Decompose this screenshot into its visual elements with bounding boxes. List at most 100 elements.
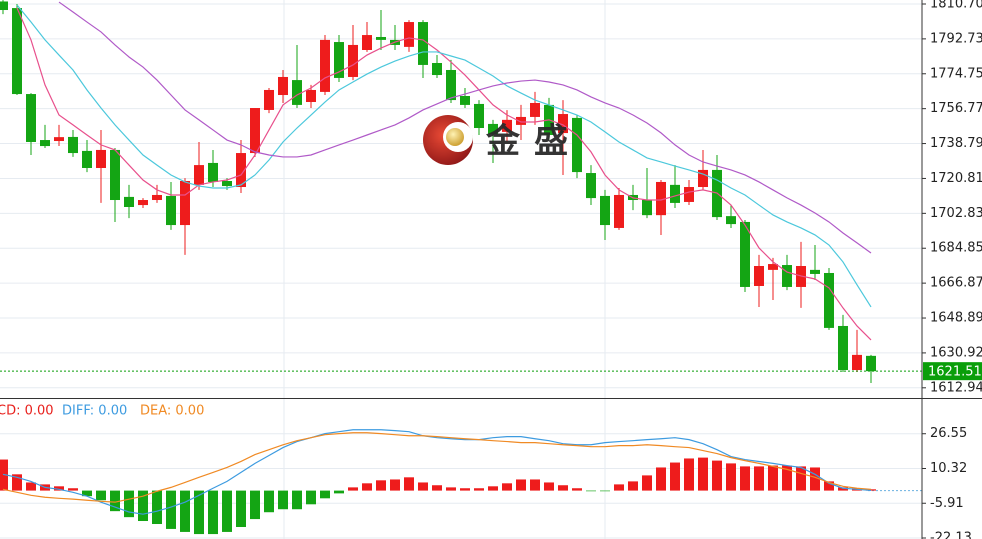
- y-tick-label: 1792.73: [930, 31, 982, 46]
- macd-bar: [782, 465, 792, 491]
- candle-body: [558, 114, 568, 134]
- candle-body: [838, 325, 848, 371]
- candle-body: [348, 44, 358, 77]
- candle-body: [656, 181, 666, 216]
- macd-bar: [586, 490, 596, 492]
- candle-body: [782, 265, 792, 287]
- y-tick-label: 1720.81: [930, 171, 982, 186]
- candle-body: [110, 149, 120, 201]
- candle-body: [68, 136, 78, 154]
- candle-body: [488, 123, 498, 135]
- macd-bar: [810, 467, 820, 491]
- candle-body: [810, 269, 820, 274]
- macd-bar: [250, 490, 260, 520]
- candle-body: [334, 42, 344, 78]
- candle-body: [698, 169, 708, 188]
- macd-bar: [558, 485, 568, 491]
- macd-bar: [166, 490, 176, 529]
- candle-body: [264, 89, 274, 110]
- macd-line: [2, 432, 872, 503]
- y-tick-label: 10.32: [930, 461, 967, 476]
- candle-body: [824, 272, 834, 328]
- candle-body: [600, 195, 610, 226]
- macd-bar: [446, 487, 456, 491]
- macd-bar: [376, 480, 386, 491]
- y-tick-label: -5.91: [930, 496, 964, 511]
- macd-bar: [768, 465, 778, 491]
- macd-bar: [796, 466, 806, 491]
- candle-body: [292, 80, 302, 105]
- macd-bar: [474, 488, 484, 491]
- macd-bar: [432, 485, 442, 491]
- candle-body: [54, 137, 64, 142]
- macd-bar: [642, 475, 652, 491]
- candle-body: [670, 184, 680, 203]
- candle-body: [740, 221, 750, 287]
- candle-body: [642, 200, 652, 216]
- legend-entry: DEA: 0.00: [140, 404, 204, 419]
- macd-bar: [96, 490, 106, 501]
- macd-bar: [544, 482, 554, 491]
- macd-bar: [754, 466, 764, 491]
- macd-bar: [194, 490, 204, 535]
- macd-bar: [292, 490, 302, 510]
- macd-bar: [502, 483, 512, 491]
- candle-body: [0, 1, 8, 11]
- candle-body: [166, 195, 176, 226]
- watermark: 金盛: [423, 115, 568, 165]
- candle-body: [474, 103, 484, 129]
- candle-body: [376, 36, 386, 40]
- candle-body: [866, 355, 876, 372]
- macd-bar: [208, 490, 218, 535]
- macd-bar: [334, 490, 344, 494]
- macd-bar: [572, 488, 582, 491]
- y-tick-label: 1774.75: [930, 66, 982, 81]
- candle-body: [138, 200, 148, 206]
- candle-body: [404, 22, 414, 47]
- macd-bar: [264, 490, 274, 513]
- last-price-box: [923, 362, 982, 381]
- macd-bar: [488, 486, 498, 491]
- candle-body: [852, 354, 862, 371]
- y-tick-label: -22.13: [930, 530, 972, 539]
- macd-line: [2, 429, 872, 515]
- macd-bar: [838, 487, 848, 491]
- macd-bar: [404, 477, 414, 491]
- y-tick-label: 1666.87: [930, 276, 982, 291]
- candle-body: [460, 95, 470, 105]
- candle-body: [754, 265, 764, 286]
- y-tick-label: 26.55: [930, 426, 967, 441]
- candle-body: [222, 180, 232, 187]
- macd-bar: [390, 479, 400, 491]
- macd-bar: [222, 490, 232, 532]
- candle-body: [614, 194, 624, 228]
- macd-bar: [362, 483, 372, 491]
- macd-bar: [236, 490, 246, 528]
- macd-bar: [530, 479, 540, 491]
- macd-bar: [824, 481, 834, 491]
- candle-body: [572, 117, 582, 173]
- candle-body: [516, 116, 526, 125]
- macd-bar: [726, 463, 736, 491]
- candle-body: [12, 8, 22, 95]
- legend-entry: CD: 0.00: [0, 404, 54, 419]
- candle-body: [684, 187, 694, 202]
- macd-bar: [54, 486, 64, 491]
- candle-body: [96, 149, 106, 168]
- macd-bar: [684, 458, 694, 491]
- y-tick-label: 1702.83: [930, 206, 982, 221]
- macd-bar: [698, 457, 708, 491]
- macd-bar: [82, 490, 92, 497]
- y-tick-label: 1738.79: [930, 136, 982, 151]
- candle-body: [250, 108, 260, 154]
- macd-bar: [712, 460, 722, 491]
- price-panel: [0, 0, 922, 389]
- macd-bar: [152, 490, 162, 525]
- macd-bar: [320, 490, 330, 499]
- candle-body: [362, 35, 372, 50]
- macd-bar: [740, 466, 750, 491]
- moving-average-line: [16, 4, 872, 308]
- candle-body: [418, 22, 428, 65]
- macd-bar: [614, 484, 624, 491]
